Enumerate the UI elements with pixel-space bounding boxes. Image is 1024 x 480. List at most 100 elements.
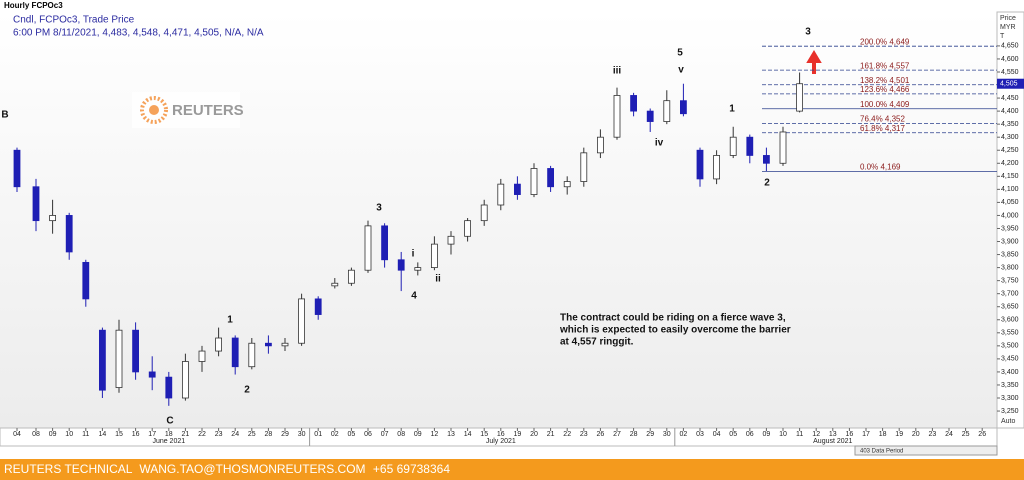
y-tick-label: 4,150 — [1001, 173, 1019, 180]
y-axis-label: T — [1000, 33, 1005, 40]
candle-body — [480, 204, 488, 222]
candle-body — [248, 342, 256, 368]
auto-label: Auto — [1001, 418, 1016, 425]
y-tick-label: 3,500 — [1001, 343, 1019, 350]
wave-label: iv — [655, 138, 664, 149]
candle-body — [215, 337, 223, 352]
x-tick-label: 19 — [514, 431, 522, 438]
y-tick-label: 4,600 — [1001, 56, 1019, 63]
wave-label: v — [678, 65, 684, 76]
y-tick-label: 4,450 — [1001, 95, 1019, 102]
candle-body — [779, 131, 787, 164]
y-axis-label: MYR — [1000, 24, 1016, 31]
x-tick-label: 30 — [298, 431, 306, 438]
candle-body — [547, 168, 554, 188]
x-tick-label: 26 — [978, 431, 986, 438]
y-tick-label: 3,800 — [1001, 264, 1019, 271]
x-tick-label: 16 — [132, 431, 140, 438]
candle-body — [49, 215, 56, 222]
y-tick-label: 4,550 — [1001, 69, 1019, 76]
candle-body — [281, 342, 289, 347]
up-arrow — [806, 50, 822, 74]
x-tick-label: 28 — [630, 431, 638, 438]
y-tick-label: 3,400 — [1001, 369, 1019, 376]
candle-body — [364, 225, 372, 271]
fib-label: 200.0% 4,649 — [860, 37, 910, 46]
x-tick-label: 09 — [763, 431, 771, 438]
annotation-text: which is expected to easily overcome the… — [559, 325, 791, 336]
logo-icon — [149, 105, 159, 115]
candle-body — [580, 152, 588, 182]
candle-body — [99, 329, 106, 391]
x-tick-label: 28 — [265, 431, 273, 438]
footer-text: +65 69738364 — [372, 462, 450, 476]
candle-body — [13, 149, 21, 188]
x-tick-label: 02 — [331, 431, 339, 438]
x-tick-label: 05 — [729, 431, 737, 438]
candle-body — [347, 269, 355, 284]
candle-body — [630, 95, 637, 112]
last-price-box — [997, 78, 1024, 89]
chart: Hourly FCPOc3 Cndl, FCPOc3, Trade Price … — [0, 1, 1024, 456]
candle-body — [298, 298, 306, 344]
candle-body — [314, 298, 322, 315]
candle-body — [713, 155, 720, 180]
wave-label: i — [412, 249, 415, 260]
y-tick-label: 3,850 — [1001, 251, 1019, 258]
x-tick-label: 02 — [680, 431, 688, 438]
y-tick-label: 4,050 — [1001, 199, 1019, 206]
y-tick-label: 4,300 — [1001, 134, 1019, 141]
wave-label: 2 — [764, 178, 770, 189]
x-tick-label: 10 — [65, 431, 73, 438]
x-tick-label: 22 — [563, 431, 571, 438]
candle-body — [796, 83, 803, 112]
wave-label: 1 — [729, 104, 735, 115]
y-tick-label: 4,350 — [1001, 121, 1019, 128]
logo-icon — [140, 96, 168, 124]
candle-body — [264, 342, 272, 347]
annotation-text: The contract could be riding on a fierce… — [560, 313, 786, 324]
logo-text: REUTERS — [172, 102, 244, 119]
fib-label: 100.0% 4,409 — [860, 100, 910, 109]
x-tick-label: 05 — [348, 431, 356, 438]
candle-body — [115, 329, 123, 388]
x-tick-label: 09 — [49, 431, 57, 438]
x-tick-label: 19 — [895, 431, 903, 438]
wave-label: iii — [613, 66, 622, 77]
candle-body — [447, 235, 455, 245]
candle-body — [646, 110, 654, 122]
x-tick-label: 15 — [115, 431, 123, 438]
x-tick-label: 03 — [696, 431, 704, 438]
x-tick-label: 10 — [779, 431, 787, 438]
x-tick-label: 04 — [713, 431, 721, 438]
x-tick-label: 13 — [447, 431, 455, 438]
y-axis-label: Price — [1000, 15, 1016, 22]
x-tick-label: 29 — [646, 431, 654, 438]
x-tick-label: 18 — [165, 431, 173, 438]
last-price-label: 4,505 — [1000, 81, 1018, 88]
x-tick-label: 12 — [431, 431, 439, 438]
y-tick-label: 3,350 — [1001, 382, 1019, 389]
chart-title: Hourly FCPOc3 — [4, 1, 63, 10]
candle-body — [32, 186, 40, 222]
footer-text: REUTERS TECHNICAL — [4, 462, 133, 476]
month-label: August 2021 — [813, 438, 852, 445]
candle-body — [430, 243, 438, 268]
chart-info: 6:00 PM 8/11/2021, 4,483, 4,548, 4,471, … — [13, 28, 264, 39]
x-tick-label: 16 — [846, 431, 854, 438]
x-tick-label: 17 — [148, 431, 156, 438]
y-tick-label: 4,000 — [1001, 212, 1019, 219]
month-label: June 2021 — [152, 438, 185, 445]
chart-subtitle: Cndl, FCPOc3, Trade Price — [13, 15, 135, 26]
candle-body — [696, 149, 704, 180]
candle-body — [414, 267, 422, 271]
y-tick-label: 3,250 — [1001, 408, 1019, 415]
fib-label: 0.0% 4,169 — [860, 162, 901, 171]
x-tick-label: 07 — [381, 431, 389, 438]
candle-body — [763, 155, 770, 164]
candle-body — [231, 337, 239, 368]
candle-body — [198, 350, 206, 362]
x-tick-label: 13 — [829, 431, 837, 438]
wave-label: 2 — [244, 385, 250, 396]
